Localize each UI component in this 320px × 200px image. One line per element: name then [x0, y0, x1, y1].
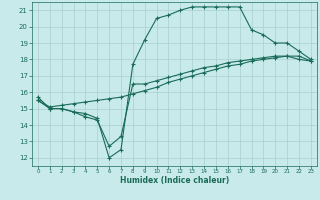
- X-axis label: Humidex (Indice chaleur): Humidex (Indice chaleur): [120, 176, 229, 185]
